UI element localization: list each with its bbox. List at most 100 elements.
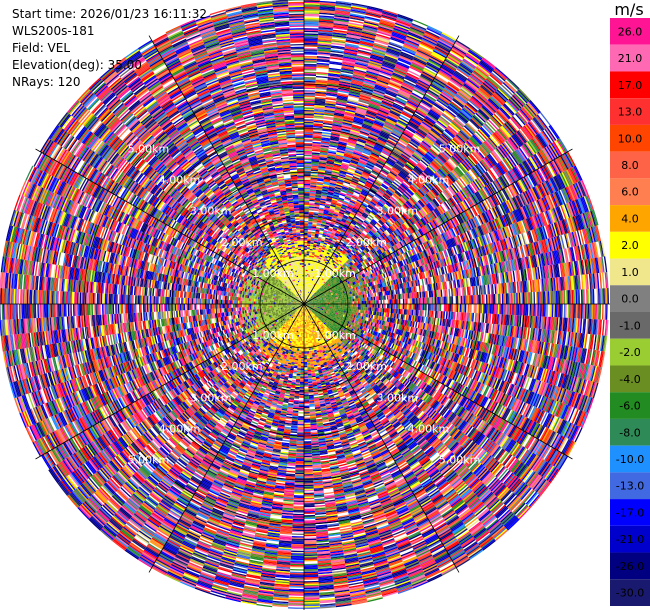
gate-cell [306, 275, 309, 277]
gate-cell [344, 48, 358, 53]
gate-cell [347, 25, 363, 29]
gate-cell [317, 43, 332, 46]
gate-cell [319, 159, 327, 162]
gate-cell [304, 178, 311, 181]
gate-cell [307, 242, 311, 244]
gate-cell [314, 236, 319, 239]
gate-cell [304, 66, 317, 69]
gate-cell [325, 167, 333, 170]
gate-cell [307, 231, 312, 234]
gate-cell [324, 204, 331, 208]
gate-cell [315, 192, 322, 195]
gate-cell [319, 155, 328, 158]
gate-cell [306, 280, 308, 282]
gate-cell [309, 247, 313, 250]
gate-cell [335, 103, 347, 107]
gate-cell [309, 270, 312, 272]
gate-cell [317, 238, 322, 241]
gate-cell [324, 103, 336, 106]
gate-cell [330, 138, 339, 142]
gate-cell [329, 142, 339, 146]
gate-cell [309, 191, 316, 194]
gate-cell [324, 205, 330, 209]
gate-cell [304, 247, 307, 249]
gate-cell [327, 152, 336, 156]
gate-cell [330, 46, 345, 50]
gate-cell [304, 113, 314, 116]
gate-cell [304, 9, 320, 12]
gate-cell [335, 0, 352, 5]
gate-cell [305, 297, 306, 299]
gate-cell [315, 197, 321, 200]
gate-cell [317, 53, 331, 56]
gate-cell [333, 161, 342, 166]
gate-cell [328, 70, 341, 74]
gate-cell [308, 220, 313, 223]
gate-cell [319, 151, 328, 155]
gate-cell [304, 42, 318, 45]
gate-cell [318, 33, 333, 37]
gate-cell [304, 79, 316, 82]
gate-cell [331, 174, 339, 178]
gate-cell [338, 84, 351, 89]
gate-cell [304, 128, 314, 130]
gate-cell [345, 40, 360, 45]
gate-cell [323, 182, 330, 186]
gate-cell [316, 56, 330, 59]
gate-cell [307, 284, 310, 287]
gate-cell [307, 285, 309, 288]
gate-cell [304, 90, 316, 92]
gate-cell [304, 236, 308, 239]
gate-cell [321, 132, 332, 135]
gate-cell [321, 138, 331, 142]
gate-cell [305, 277, 307, 280]
gate-cell [306, 287, 308, 289]
gate-cell [309, 203, 315, 206]
gate-cell [304, 58, 317, 61]
velocity-gates [0, 0, 609, 609]
gate-cell [304, 272, 306, 274]
gate-cell [313, 116, 324, 119]
gate-cell [312, 263, 315, 266]
gate-cell [311, 227, 316, 230]
gate-cell [313, 240, 318, 243]
gate-cell [330, 137, 340, 141]
gate-cell [315, 78, 328, 81]
gate-cell [305, 276, 307, 278]
gate-cell [316, 65, 329, 68]
gate-cell [313, 124, 323, 127]
gate-cell [344, 49, 358, 54]
gate-cell [304, 47, 318, 50]
gate-cell [304, 158, 312, 161]
gate-cell [304, 78, 316, 80]
gate-cell [318, 16, 335, 20]
gate-cell [318, 214, 323, 217]
gate-cell [344, 44, 359, 49]
gate-cell [313, 244, 317, 246]
gate-cell [306, 289, 308, 292]
gate-cell [322, 129, 332, 132]
gate-cell [305, 268, 308, 270]
gate-cell [314, 237, 318, 240]
gate-cell [346, 34, 361, 39]
gate-cell [309, 195, 316, 198]
gate-cell [312, 131, 323, 134]
gate-cell [317, 45, 332, 49]
gate-cell [304, 183, 311, 186]
gate-cell [304, 21, 319, 24]
gate-cell [304, 123, 314, 125]
gate-cell [309, 248, 313, 251]
gate-cell [304, 285, 306, 287]
gate-cell [319, 7, 336, 10]
gate-cell [310, 181, 317, 184]
gate-cell [308, 255, 312, 258]
gate-cell [317, 240, 321, 243]
gate-cell [309, 266, 312, 268]
gate-cell [335, 4, 352, 9]
gate-cell [314, 111, 325, 114]
gate-cell [339, 75, 353, 80]
gate-cell [304, 59, 317, 62]
gate-cell [308, 219, 313, 222]
gate-cell [304, 43, 318, 46]
gate-cell [325, 100, 337, 104]
